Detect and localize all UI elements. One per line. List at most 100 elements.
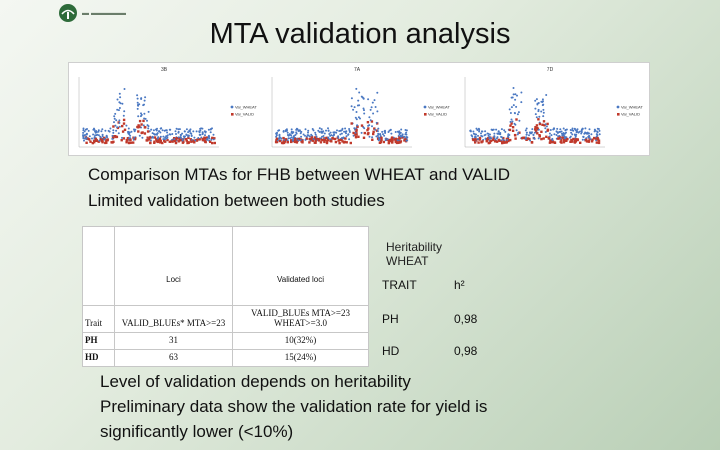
wheat-point <box>556 127 559 130</box>
wheat-point <box>92 133 95 136</box>
valid-point <box>575 138 578 141</box>
wheat-point <box>118 92 121 95</box>
valid-point <box>345 141 348 144</box>
wheat-point <box>369 108 372 111</box>
wheat-point <box>387 131 390 133</box>
wheat-point <box>97 130 100 133</box>
wheat-point <box>542 111 545 114</box>
wheat-point <box>122 114 125 117</box>
wheat-point <box>321 135 323 138</box>
valid-point <box>101 141 104 144</box>
valid-point <box>542 137 545 140</box>
wheat-point <box>534 107 537 110</box>
heritability-title: Heritability WHEAT <box>386 240 442 268</box>
wheat-point <box>354 116 357 119</box>
wheat-point <box>118 121 121 124</box>
valid-point <box>560 141 563 144</box>
valid-point <box>129 141 133 144</box>
valid-point <box>360 124 364 127</box>
wheat-point <box>383 134 386 137</box>
wheat-point <box>280 137 283 140</box>
wheat-point <box>514 93 517 96</box>
wheat-point <box>207 128 210 131</box>
valid-point <box>205 137 208 140</box>
wheat-point <box>338 130 341 132</box>
valid-point <box>387 139 391 143</box>
wheat-point <box>525 133 528 136</box>
wheat-point <box>86 128 88 130</box>
wheat-point <box>348 138 351 141</box>
plot-7a-label: 7A <box>354 67 361 73</box>
wheat-point <box>185 134 188 136</box>
valid-point <box>115 135 119 139</box>
valid-point <box>313 141 316 144</box>
wheat-point <box>93 127 95 130</box>
valid-point <box>99 137 102 141</box>
valid-point <box>294 137 297 141</box>
wheat-point <box>375 135 378 138</box>
wheat-point <box>581 138 584 141</box>
wheat-point <box>211 127 213 130</box>
wheat-point <box>341 127 344 130</box>
wheat-point <box>190 135 193 137</box>
valid-point <box>106 138 109 141</box>
valid-point <box>275 137 279 140</box>
wheat-point <box>101 135 104 138</box>
valid-point <box>350 122 353 125</box>
wheat-point <box>596 131 599 134</box>
valid-point <box>574 140 577 143</box>
plot-7a-legend-valid: Val_VALID <box>428 112 447 117</box>
wheat-point <box>320 128 323 131</box>
valid-point <box>126 137 130 140</box>
valid-point <box>175 137 179 140</box>
wheat-point <box>163 138 166 141</box>
wheat-point <box>123 88 126 90</box>
plot-7a-points <box>271 77 412 148</box>
table-header-cell: Loci <box>114 226 233 306</box>
wheat-point <box>158 130 161 133</box>
wheat-point <box>518 119 521 122</box>
wheat-point <box>290 136 293 139</box>
wheat-point <box>472 130 475 133</box>
plot-7a-legend: Val_WHEAT Val_VALID <box>423 105 450 117</box>
valid-point <box>502 140 505 144</box>
valid-point <box>325 141 329 145</box>
slide-title: MTA validation analysis <box>209 18 511 50</box>
wheat-point <box>143 103 145 106</box>
wheat-point <box>136 94 139 97</box>
valid-point <box>514 134 517 137</box>
wheat-point <box>563 135 566 138</box>
wheat-point <box>474 136 477 138</box>
wheat-point <box>403 135 406 138</box>
wheat-point <box>532 133 535 136</box>
wheat-point <box>399 131 402 134</box>
bullet-list-top: Comparison MTAs for FHB between WHEAT an… <box>88 162 510 214</box>
valid-point <box>401 136 404 139</box>
wheat-point <box>598 133 601 136</box>
valid-point <box>145 139 148 142</box>
valid-point <box>394 137 398 140</box>
wheat-point <box>384 139 387 142</box>
valid-point <box>101 138 104 141</box>
valid-point <box>473 138 477 142</box>
wheat-point <box>147 127 150 130</box>
valid-point <box>371 138 374 141</box>
wheat-point <box>290 128 293 131</box>
wheat-point <box>143 112 146 115</box>
valid-point <box>174 141 178 145</box>
heritability-cell: HD <box>382 344 400 358</box>
valid-point <box>146 136 149 139</box>
wheat-point <box>509 120 512 123</box>
wheat-point <box>191 138 193 141</box>
wheat-point <box>384 137 387 140</box>
wheat-point <box>308 135 311 138</box>
wheat-point <box>136 97 139 100</box>
wheat-point <box>173 138 176 141</box>
wheat-point <box>569 129 572 131</box>
valid-point <box>501 141 504 145</box>
wheat-point <box>500 135 503 138</box>
valid-point <box>275 139 278 142</box>
wheat-point <box>565 136 568 139</box>
table-cell: 10(32%) <box>232 332 369 350</box>
valid-point <box>326 139 329 143</box>
